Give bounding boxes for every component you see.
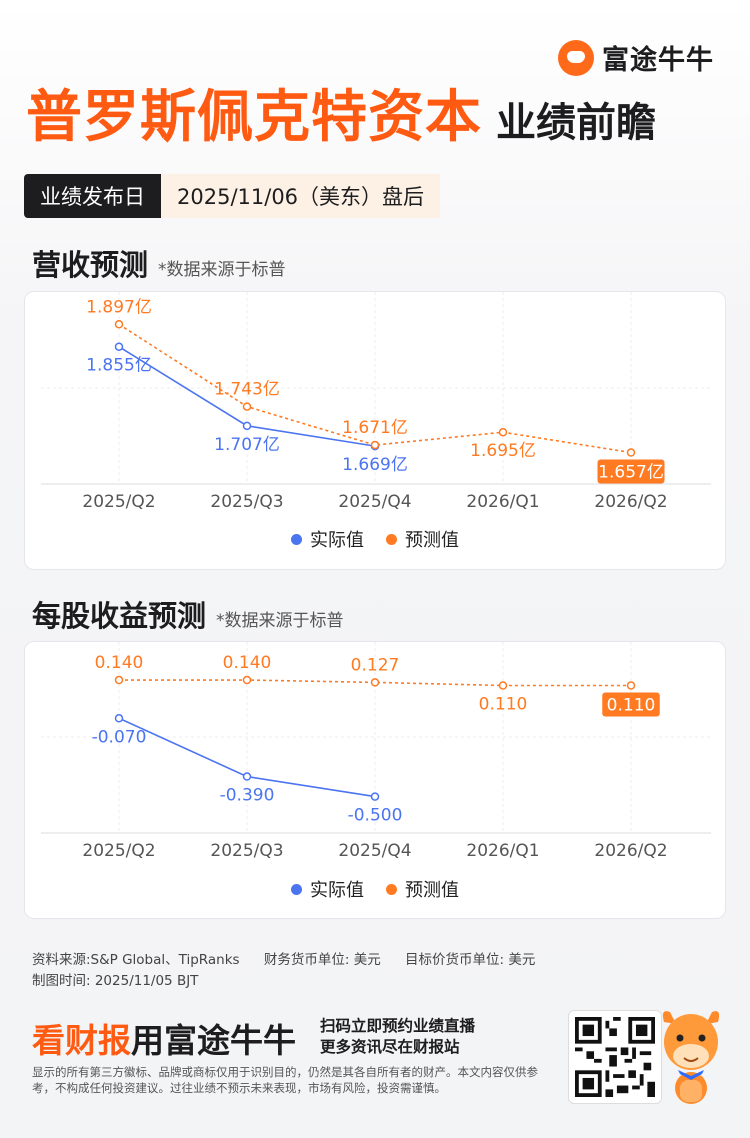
data-source: 资料来源:S&P Global、TipRanks xyxy=(32,952,240,968)
forecast-dot-icon xyxy=(386,533,397,545)
eps-legend: 实际值 预测值 xyxy=(25,876,725,902)
futu-logo-icon xyxy=(558,39,594,76)
revenue-title: 营收预测 xyxy=(32,248,149,282)
promo-line-1: 扫码立即预约业绩直播 xyxy=(320,1017,476,1035)
qr-code[interactable] xyxy=(568,1010,662,1104)
x-tick-label: 2025/Q3 xyxy=(210,492,283,512)
forecast-data-label: 0.140 xyxy=(95,653,144,673)
chart-time: 制图时间: 2025/11/05 BJT xyxy=(32,973,199,989)
legend-actual-label: 实际值 xyxy=(310,880,364,901)
actual-data-label: 1.855亿 xyxy=(86,356,152,376)
forecast-point xyxy=(114,320,124,329)
x-tick-label: 2025/Q2 xyxy=(82,492,155,512)
forecast-series-line xyxy=(118,323,632,454)
footer-info: 资料来源:S&P Global、TipRanks 财务货币单位: 美元 目标价货… xyxy=(32,950,555,992)
target-price-unit: 目标价货币单位: 美元 xyxy=(405,952,536,968)
release-date-row: 业绩发布日 2025/11/06（美东）盘后 xyxy=(24,174,441,218)
legend-actual: 实际值 xyxy=(291,876,364,902)
promo-rest: 用富途牛牛 xyxy=(131,1021,296,1060)
actual-point xyxy=(370,792,380,801)
forecast-point xyxy=(242,675,252,685)
disclaimer: 显示的所有第三方徽标、品牌或商标仅用于识别目的，仍然是其各自所有者的财产。本文内… xyxy=(32,1065,538,1095)
actual-point xyxy=(114,342,124,351)
brand-name: 富途牛牛 xyxy=(602,45,714,76)
x-tick-label: 2026/Q1 xyxy=(466,841,539,861)
revenue-source-note: *数据来源于标普 xyxy=(158,260,286,280)
release-date-label: 业绩发布日 xyxy=(24,174,161,218)
forecast-data-label: 1.657亿 xyxy=(598,463,664,483)
forecast-point xyxy=(626,448,636,457)
forecast-dot-icon xyxy=(386,883,397,895)
actual-data-label: 1.669亿 xyxy=(342,455,408,475)
legend-forecast: 预测值 xyxy=(386,876,459,902)
forecast-point xyxy=(242,402,252,411)
x-tick-label: 2025/Q4 xyxy=(338,841,411,861)
actual-data-label: 1.707亿 xyxy=(214,435,280,455)
promo-highlight: 看财报 xyxy=(32,1021,131,1060)
forecast-point xyxy=(498,427,508,437)
legend-actual: 实际值 xyxy=(291,526,364,552)
promo-slogan: 看财报 用富途牛牛 xyxy=(32,1014,296,1062)
forecast-data-label: 1.695亿 xyxy=(470,441,536,461)
actual-dot-icon xyxy=(291,883,302,895)
x-tick-label: 2025/Q3 xyxy=(210,841,283,861)
eps-section-title: 每股收益预测 *数据来源于标普 xyxy=(32,593,344,635)
actual-point xyxy=(242,421,252,431)
x-tick-label: 2025/Q2 xyxy=(82,841,155,861)
revenue-chart: 2025/Q2 2025/Q3 2025/Q4 2026/Q1 2026/Q2 1.855… xyxy=(41,292,711,512)
qr-code-icon xyxy=(575,1017,655,1097)
eps-title: 每股收益预测 xyxy=(32,599,207,633)
promo-line-2: 更多资讯尽在财报站 xyxy=(320,1038,460,1056)
title-row: 普罗斯佩克特资本 业绩前瞻 xyxy=(26,84,656,152)
highlight-label-box xyxy=(602,692,660,717)
revenue-legend: 实际值 预测值 xyxy=(25,526,725,552)
forecast-data-label: 1.897亿 xyxy=(86,297,152,317)
forecast-data-label: 1.671亿 xyxy=(342,418,408,438)
eps-chart-card: 2025/Q2 2025/Q3 2025/Q4 2026/Q1 2026/Q2 -0.07… xyxy=(24,641,726,919)
forecast-data-label: 0.140 xyxy=(223,653,272,673)
forecast-data-label: 0.127 xyxy=(351,655,400,675)
x-tick-label: 2026/Q2 xyxy=(594,841,667,861)
promo-side-text: 扫码立即预约业绩直播 更多资讯尽在财报站 xyxy=(320,1016,475,1058)
x-tick-label: 2026/Q2 xyxy=(594,492,667,512)
x-tick-label: 2025/Q4 xyxy=(338,492,411,512)
forecast-data-label: 0.110 xyxy=(607,695,656,715)
forecast-point xyxy=(370,678,380,687)
legend-actual-label: 实际值 xyxy=(310,530,364,551)
company-title: 普罗斯佩克特资本 xyxy=(26,85,482,150)
actual-data-label: -0.070 xyxy=(92,727,147,747)
legend-forecast-label: 预测值 xyxy=(405,530,459,551)
revenue-section-title: 营收预测 *数据来源于标普 xyxy=(32,242,286,284)
forecast-point xyxy=(626,681,636,690)
x-tick-label: 2026/Q1 xyxy=(466,492,539,512)
forecast-data-label: 1.743亿 xyxy=(214,380,280,400)
actual-point xyxy=(242,772,252,781)
legend-forecast-label: 预测值 xyxy=(405,880,459,901)
eps-source-note: *数据来源于标普 xyxy=(216,611,344,631)
currency-unit: 财务货币单位: 美元 xyxy=(263,952,381,968)
actual-data-label: -0.500 xyxy=(348,806,403,826)
actual-data-label: -0.390 xyxy=(220,786,275,806)
forecast-series-line xyxy=(119,679,631,687)
release-date-value: 2025/11/06（美东）盘后 xyxy=(161,174,441,218)
highlight-label-box xyxy=(597,459,665,484)
report-subtitle: 业绩前瞻 xyxy=(496,100,656,146)
futu-logo: 富途牛牛 xyxy=(558,38,714,77)
revenue-chart-card: 2025/Q2 2025/Q3 2025/Q4 2026/Q1 2026/Q2 1.855… xyxy=(24,291,726,570)
forecast-point xyxy=(114,675,124,685)
forecast-point xyxy=(370,440,380,450)
forecast-point xyxy=(498,681,508,690)
actual-dot-icon xyxy=(291,533,302,545)
cow-mascot-icon xyxy=(662,1011,720,1104)
actual-point xyxy=(114,714,124,723)
eps-chart: 2025/Q2 2025/Q3 2025/Q4 2026/Q1 2026/Q2 -0.07… xyxy=(41,642,711,861)
forecast-data-label: 0.110 xyxy=(479,694,528,714)
legend-forecast: 预测值 xyxy=(386,526,459,552)
